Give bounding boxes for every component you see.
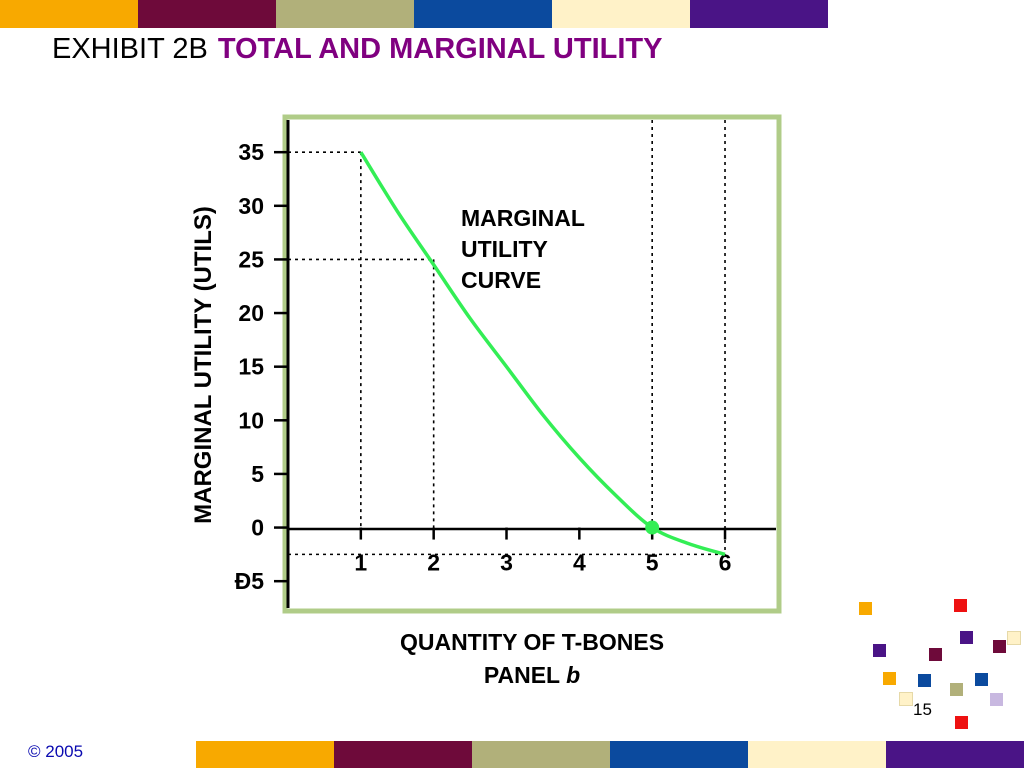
x-tick-label: 6 xyxy=(719,550,732,576)
y-tick-label: 25 xyxy=(238,246,264,272)
band-swatch xyxy=(552,0,690,28)
x-tick-label: 3 xyxy=(500,550,513,576)
marginal-utility-curve xyxy=(359,151,726,557)
chart-frame xyxy=(282,114,782,614)
curve-annotation-line-3: CURVE xyxy=(461,267,541,293)
band-swatch xyxy=(886,741,1024,768)
decor-square xyxy=(950,683,963,696)
x-axis-sublabel: PANEL b xyxy=(484,662,580,688)
band-swatch xyxy=(472,741,610,768)
decor-square xyxy=(929,648,942,661)
title-text: TOTAL AND MARGINAL UTILITY xyxy=(217,33,663,65)
top-color-band xyxy=(0,0,828,28)
decor-square xyxy=(975,673,988,686)
y-tick-label: Ð5 xyxy=(235,568,265,594)
slide-number: 15 xyxy=(913,700,932,719)
y-tick-label: 0 xyxy=(251,515,264,541)
decor-square xyxy=(955,716,968,729)
curve-annotation-line-1: MARGINAL xyxy=(461,205,585,231)
y-tick-label: 20 xyxy=(238,300,264,326)
decor-square xyxy=(993,640,1006,653)
y-tick-label: 35 xyxy=(238,139,264,165)
panel-letter: b xyxy=(566,662,580,688)
band-swatch xyxy=(610,741,748,768)
x-tick-label: 2 xyxy=(427,550,440,576)
band-swatch xyxy=(138,0,276,28)
zero-marginal-utility-point xyxy=(645,520,660,535)
y-tick-label: 5 xyxy=(251,461,264,487)
y-tick-label: 30 xyxy=(238,193,264,219)
band-swatch xyxy=(196,741,334,768)
panel-word: PANEL xyxy=(484,662,566,688)
decor-square xyxy=(883,672,896,685)
y-tick-label: 15 xyxy=(238,354,264,380)
band-swatch xyxy=(414,0,552,28)
band-swatch xyxy=(334,741,472,768)
decor-square xyxy=(954,599,967,612)
slide-title: EXHIBIT 2B TOTAL AND MARGINAL UTILITY xyxy=(52,33,662,66)
curve-annotation-line-2: UTILITY xyxy=(461,236,548,262)
x-tick-label: 1 xyxy=(354,550,367,576)
decor-square xyxy=(990,693,1003,706)
band-swatch xyxy=(0,0,138,28)
bottom-color-band xyxy=(196,741,1024,768)
decor-square xyxy=(918,674,931,687)
decor-square xyxy=(960,631,973,644)
band-swatch xyxy=(276,0,414,28)
x-tick-label: 4 xyxy=(573,550,586,576)
decor-square xyxy=(873,644,886,657)
x-tick-label: 5 xyxy=(646,550,659,576)
x-axis-label: QUANTITY OF T-BONES xyxy=(400,629,664,655)
exhibit-label: EXHIBIT 2B xyxy=(52,33,208,65)
decor-square xyxy=(859,602,872,615)
y-tick-label: 10 xyxy=(238,407,264,433)
decor-square xyxy=(899,692,913,706)
y-axis-label: MARGINAL UTILITY (UTILS) xyxy=(190,206,217,524)
band-swatch xyxy=(690,0,828,28)
decor-square xyxy=(1007,631,1021,645)
band-swatch xyxy=(748,741,886,768)
copyright-text: © 2005 xyxy=(28,742,84,761)
